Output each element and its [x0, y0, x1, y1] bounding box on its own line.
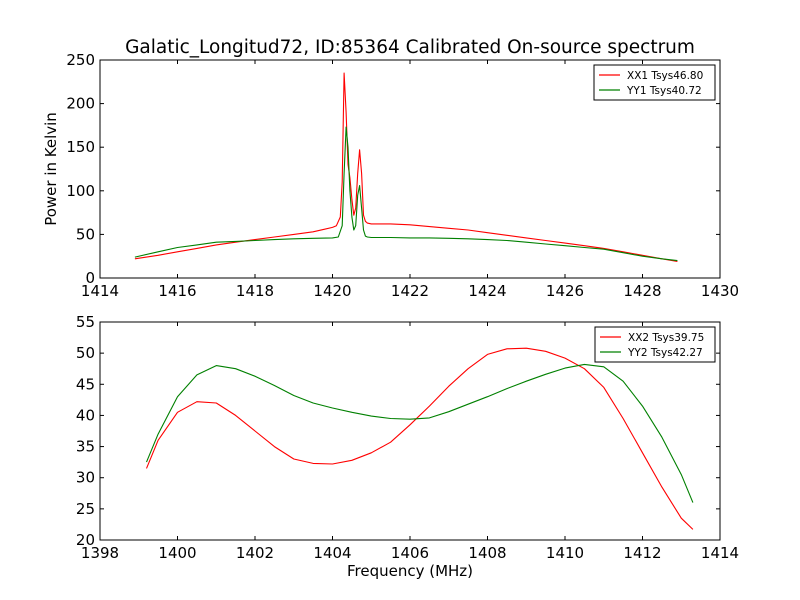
legend-label: XX2 Tsys39.75 [628, 332, 704, 344]
y-tick-label: 50 [76, 344, 95, 362]
y-tick-label: 250 [66, 51, 95, 69]
y-tick-label: 35 [76, 438, 95, 456]
x-tick-label: 1416 [158, 282, 196, 300]
y-tick-label: 40 [76, 406, 95, 424]
y-tick-label: 50 [76, 225, 95, 243]
legend-label: YY2 Tsys42.27 [627, 347, 703, 359]
y-tick-label: 100 [66, 182, 95, 200]
bottom-x-axis-label: Frequency (MHz) [347, 562, 473, 580]
x-tick-label: 1414 [81, 282, 119, 300]
bottom-plot-panel: 1398 1400 1402 1404 1406 1408 1410 1412 1414 20 25… [76, 313, 739, 562]
x-tick-label: 1430 [701, 282, 739, 300]
y-tick-label: 55 [76, 313, 95, 331]
y-tick-label: 25 [76, 500, 95, 518]
top-y-axis-label: Power in Kelvin [42, 112, 60, 226]
x-tick-label: 1422 [391, 282, 429, 300]
x-tick-label: 1404 [313, 544, 351, 562]
legend-box [594, 326, 716, 363]
y-tick-label: 0 [85, 269, 95, 287]
x-tick-label: 1414 [701, 544, 739, 562]
x-tick-label: 1402 [236, 544, 274, 562]
chart-title: Galatic_Longitud72, ID:85364 Calibrated … [125, 37, 695, 58]
x-tick-label: 1408 [468, 544, 506, 562]
x-tick-label: 1410 [546, 544, 584, 562]
x-tick-label: 1428 [623, 282, 661, 300]
top-plot-panel: 1414 1416 1418 1420 1422 1424 1426 1428 1430 0 50 1… [66, 51, 739, 300]
legend-box [593, 64, 716, 101]
series-line-0-0 [134, 72, 678, 262]
series-line-0-1 [134, 126, 678, 262]
x-tick-label: 1398 [81, 544, 119, 562]
y-tick-label: 150 [66, 138, 95, 156]
y-tick-label: 30 [76, 469, 95, 487]
series-line-1-1 [145, 363, 694, 503]
x-tick-label: 1424 [468, 282, 506, 300]
x-tick-label: 1400 [158, 544, 196, 562]
y-tick-label: 200 [66, 95, 95, 113]
x-tick-label: 1418 [236, 282, 274, 300]
x-tick-label: 1406 [391, 544, 429, 562]
x-tick-label: 1412 [623, 544, 661, 562]
y-tick-label: 45 [76, 375, 95, 393]
x-tick-label: 1426 [546, 282, 584, 300]
legend-label: YY1 Tsys40.72 [626, 85, 702, 97]
legend-label: XX1 Tsys46.80 [627, 70, 703, 82]
x-tick-label: 1420 [313, 282, 351, 300]
y-tick-label: 20 [76, 531, 95, 549]
series-line-1-0 [145, 347, 694, 530]
